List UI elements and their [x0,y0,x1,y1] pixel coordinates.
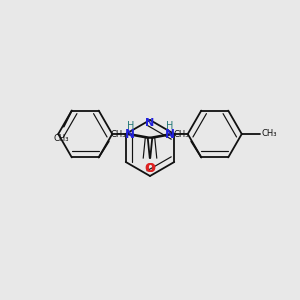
Text: CH₃: CH₃ [54,134,70,142]
Text: H: H [127,121,134,131]
Text: N: N [146,118,154,128]
Text: CH₃: CH₃ [262,130,277,139]
Text: O: O [145,161,155,175]
Text: CH₃: CH₃ [174,130,189,139]
Text: CH₃: CH₃ [111,130,126,139]
Text: N: N [165,128,175,140]
Text: N: N [125,128,135,140]
Text: O: O [145,161,155,175]
Text: H: H [166,121,173,131]
